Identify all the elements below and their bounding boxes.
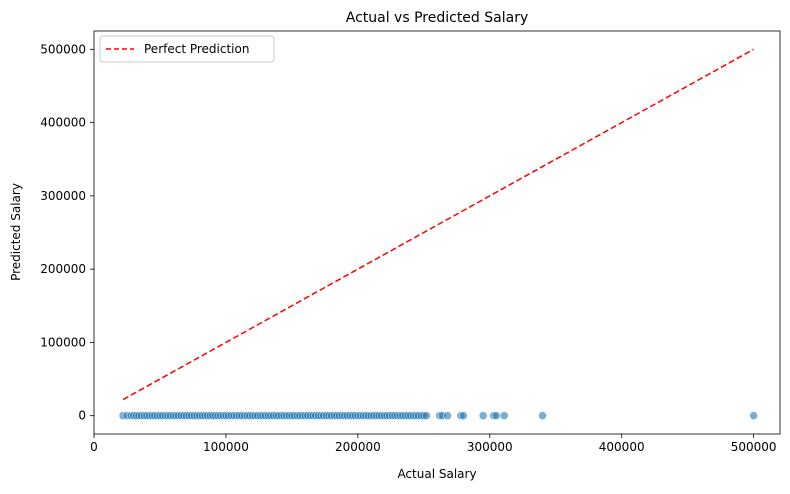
plot-frame [93,30,781,435]
scatter-points [118,411,758,420]
scatter-point [538,411,547,420]
y-tick-label: 100000 [40,335,86,349]
scatter-point [478,411,488,420]
x-axis: 0 100000 200000 300000 400000 500000 [90,434,777,454]
scatter-point [500,411,509,420]
y-tick-label: 400000 [40,116,86,130]
perfect-prediction-line [122,48,754,401]
y-tick-label: 300000 [40,189,86,203]
x-tick-label: 300000 [467,440,513,454]
legend-box [99,35,275,63]
series-lines [122,48,754,401]
legend: Perfect Prediction [99,35,275,63]
y-axis: 0 100000 200000 300000 400000 500000 [40,42,94,423]
legend-label-perfect-prediction: Perfect Prediction [144,42,249,56]
y-tick-label: 0 [78,409,86,423]
x-tick-label: 100000 [203,440,249,454]
y-tick-label: 200000 [40,262,86,276]
scatter-point [459,411,468,420]
scatter-point [443,411,452,420]
chart-title: Actual vs Predicted Salary [346,10,529,26]
scatter-point [492,411,501,420]
y-axis-label: Predicted Salary [9,183,23,281]
scatter-point [422,411,431,420]
x-tick-label: 0 [90,440,98,454]
x-tick-label: 400000 [599,440,645,454]
x-tick-label: 500000 [731,440,777,454]
x-tick-label: 200000 [335,440,381,454]
scatter-point [749,411,758,420]
y-tick-label: 500000 [40,42,86,56]
x-axis-label: Actual Salary [397,467,476,481]
